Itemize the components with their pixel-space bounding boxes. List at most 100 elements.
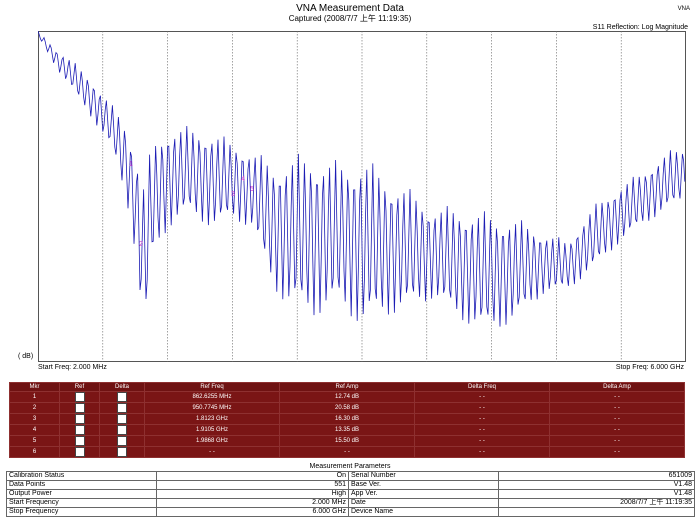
ref-freq-cell: 1.9105 GHz	[144, 424, 280, 436]
marker-number: 3	[9, 413, 60, 425]
y-axis-unit: ( dB)	[18, 353, 34, 360]
marker-col-ref: Ref	[59, 382, 100, 392]
s11-trace	[38, 31, 686, 327]
marker-row[interactable]: 2 950.7745 MHz 20.58 dB - -- -	[9, 402, 685, 414]
ref-amp-cell: - -	[279, 446, 415, 458]
param-value: V1.48	[498, 480, 695, 490]
marker-row[interactable]: 1 862.6255 MHz 12.74 dB - -- -	[9, 391, 685, 403]
delta-freq-cell: - -	[414, 402, 550, 414]
window-title: VNA Measurement Data	[296, 3, 404, 14]
delta-checkbox-box[interactable]	[117, 392, 127, 402]
marker-glyph-1: 1	[129, 161, 133, 168]
ref-freq-cell: 1.8123 GHz	[144, 413, 280, 425]
marker-col-ref-amp: Ref Amp	[279, 382, 415, 392]
ref-checkbox[interactable]	[59, 413, 100, 425]
marker-col-delta-freq: Delta Freq	[414, 382, 550, 392]
marker-col-ref-freq: Ref Freq	[144, 382, 280, 392]
parameter-row: Calibration Status On Serial Number 651009	[6, 471, 695, 481]
delta-checkbox[interactable]	[99, 391, 145, 403]
ref-freq-cell: 950.7745 MHz	[144, 402, 280, 414]
delta-checkbox[interactable]	[99, 402, 145, 414]
ref-amp-cell: 20.58 dB	[279, 402, 415, 414]
parameters-table: Calibration Status On Serial Number 651009 D…	[6, 471, 695, 517]
ref-checkbox-box[interactable]	[74, 403, 85, 413]
delta-checkbox-box[interactable]	[117, 447, 127, 457]
param-value: 651009	[498, 471, 695, 481]
delta-checkbox-box[interactable]	[117, 425, 127, 435]
ref-freq-cell: 862.6255 MHz	[144, 391, 280, 403]
ref-checkbox[interactable]	[59, 446, 100, 458]
delta-freq-cell: - -	[414, 435, 550, 447]
parameter-row: Data Points 551 Base Ver. V1.48	[6, 480, 695, 490]
marker-glyph-3: 3	[231, 191, 235, 198]
delta-amp-cell: - -	[549, 435, 685, 447]
plot-markers: 1 2 3 45	[129, 161, 254, 248]
param-value	[498, 507, 695, 517]
param-value: V1.48	[498, 489, 695, 499]
param-label: Date	[348, 498, 499, 508]
marker-number: 5	[9, 435, 60, 447]
parameter-row: Start Frequency 2.000 MHz Date 2008/7/7 上午 …	[6, 498, 695, 508]
marker-glyph-5: 5	[250, 186, 254, 193]
captured-timestamp: Captured (2008/7/7 上午 11:19:35)	[288, 14, 412, 23]
ref-checkbox-box[interactable]	[74, 392, 85, 402]
delta-amp-cell: - -	[549, 391, 685, 403]
delta-checkbox[interactable]	[99, 424, 145, 436]
delta-checkbox-box[interactable]	[117, 403, 127, 413]
ref-amp-cell: 13.35 dB	[279, 424, 415, 436]
start-frequency-label: Start Freq: 2.000 MHz	[38, 364, 107, 371]
ref-checkbox[interactable]	[59, 402, 100, 414]
marker-number: 6	[9, 446, 60, 458]
marker-row[interactable]: 5 1.9868 GHz 15.50 dB - -- -	[9, 435, 685, 447]
ref-amp-cell: 16.30 dB	[279, 413, 415, 425]
marker-glyph-2: 2	[139, 241, 143, 248]
marker-row[interactable]: 6- -- -- -- -	[9, 446, 685, 458]
ref-freq-cell: - -	[144, 446, 280, 458]
marker-row[interactable]: 4 1.9105 GHz 13.35 dB - -- -	[9, 424, 685, 436]
param-label: Output Power	[6, 489, 157, 499]
param-label: Calibration Status	[6, 471, 157, 481]
param-label: Device Name	[348, 507, 499, 517]
stop-frequency-label: Stop Freq: 6.000 GHz	[615, 364, 684, 371]
param-value: High	[156, 489, 349, 499]
delta-checkbox-box[interactable]	[117, 414, 127, 424]
ref-checkbox-box[interactable]	[74, 414, 85, 424]
delta-checkbox-box[interactable]	[117, 436, 127, 446]
delta-checkbox[interactable]	[99, 446, 145, 458]
param-value: 551	[156, 480, 349, 490]
marker-number: 2	[9, 402, 60, 414]
marker-row[interactable]: 3 1.8123 GHz 16.30 dB - -- -	[9, 413, 685, 425]
ref-checkbox[interactable]	[59, 391, 100, 403]
marker-col-mkr: Mkr	[9, 382, 60, 392]
delta-amp-cell: - -	[549, 424, 685, 436]
delta-checkbox[interactable]	[99, 413, 145, 425]
parameter-row: Stop Frequency 6.000 GHz Device Name	[6, 507, 695, 517]
param-value: 6.000 GHz	[156, 507, 349, 517]
trace-label: S11 Reflection: Log Magnitude	[592, 24, 688, 31]
marker-number: 4	[9, 424, 60, 436]
marker-col-delta-amp: Delta Amp	[549, 382, 685, 392]
ref-checkbox[interactable]	[59, 424, 100, 436]
delta-amp-cell: - -	[549, 413, 685, 425]
marker-glyph-4: 4	[241, 176, 245, 183]
ref-amp-cell: 15.50 dB	[279, 435, 415, 447]
param-label: Start Frequency	[6, 498, 157, 508]
vna-tag: VNA	[677, 6, 690, 12]
delta-freq-cell: - -	[414, 446, 550, 458]
ref-checkbox[interactable]	[59, 435, 100, 447]
param-label: App Ver.	[348, 489, 499, 499]
ref-amp-cell: 12.74 dB	[279, 391, 415, 403]
parameters-title: Measurement Parameters	[309, 463, 391, 470]
delta-checkbox[interactable]	[99, 435, 145, 447]
parameter-row: Output Power High App Ver. V1.48	[6, 489, 695, 499]
ref-checkbox-box[interactable]	[74, 447, 85, 457]
marker-col-delta: Delta	[99, 382, 145, 392]
ref-checkbox-box[interactable]	[74, 425, 85, 435]
s11-plot[interactable]: 1 2 3 45	[38, 31, 686, 362]
marker-number: 1	[9, 391, 60, 403]
ref-checkbox-box[interactable]	[74, 436, 85, 446]
plot-grid	[102, 31, 622, 362]
delta-freq-cell: - -	[414, 391, 550, 403]
delta-freq-cell: - -	[414, 424, 550, 436]
marker-table: Mkr Ref Delta Ref Freq Ref Amp Delta Freq Delt…	[9, 382, 685, 458]
